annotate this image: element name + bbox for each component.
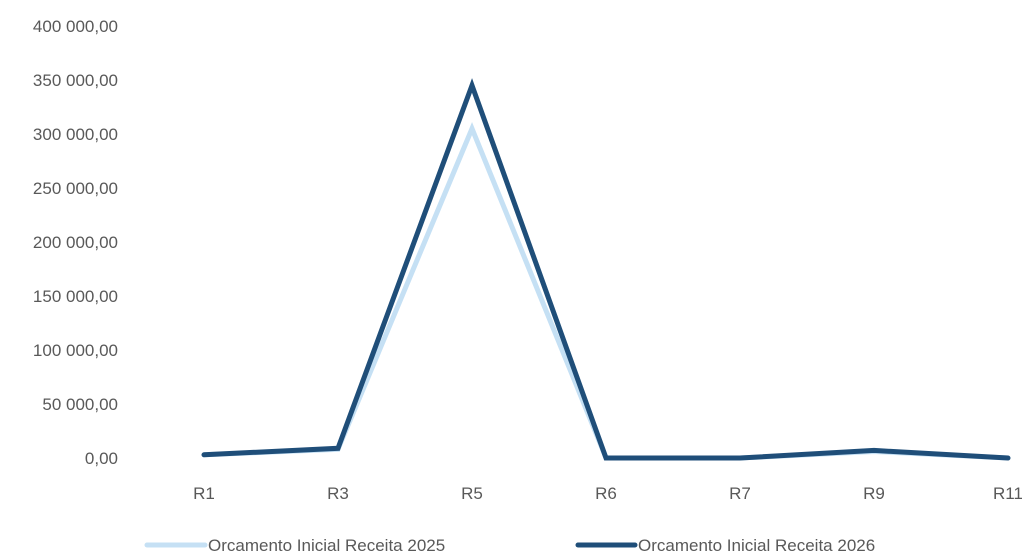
x-tick-label: R6	[595, 484, 617, 503]
legend: Orcamento Inicial Receita 2025 Orcamento …	[144, 536, 875, 555]
y-tick-label: 400 000,00	[33, 17, 118, 36]
x-tick-label: R3	[327, 484, 349, 503]
y-tick-label: 150 000,00	[33, 287, 118, 306]
x-tick-label: R11	[993, 484, 1022, 503]
y-axis: 0,00 50 000,00 100 000,00 150 000,00 200 000…	[33, 17, 118, 468]
x-tick-label: R7	[729, 484, 751, 503]
series-line-1	[201, 122, 1011, 461]
x-axis: R1 R3 R5 R6 R7 R9 R11	[193, 484, 1022, 503]
y-tick-label: 50 000,00	[42, 395, 118, 414]
y-tick-label: 300 000,00	[33, 125, 118, 144]
legend-label-2: Orcamento Inicial Receita 2026	[638, 536, 875, 555]
x-tick-label: R5	[461, 484, 483, 503]
y-tick-label: 200 000,00	[33, 233, 118, 252]
y-tick-label: 350 000,00	[33, 71, 118, 90]
legend-label-1: Orcamento Inicial Receita 2025	[208, 536, 445, 555]
series-lines	[201, 78, 1011, 461]
y-tick-label: 0,00	[85, 449, 118, 468]
y-tick-label: 100 000,00	[33, 341, 118, 360]
x-tick-label: R1	[193, 484, 215, 503]
x-tick-label: R9	[863, 484, 885, 503]
series-line-2	[201, 78, 1011, 461]
y-tick-label: 250 000,00	[33, 179, 118, 198]
